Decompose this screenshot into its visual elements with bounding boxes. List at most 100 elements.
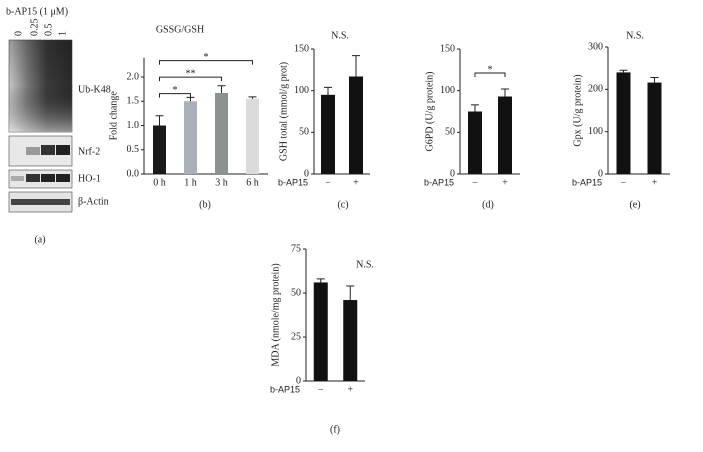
- error-bar: [186, 96, 195, 102]
- bar: [313, 282, 328, 381]
- panel-label: (d): [482, 199, 494, 210]
- x-axis-label: b-AP15: [572, 177, 602, 187]
- y-tick-label: 25: [291, 331, 301, 342]
- y-tick-label: 0.5: [127, 144, 140, 155]
- blot-band: [56, 145, 70, 155]
- x-tick-label: +: [502, 177, 508, 188]
- error-bar: [650, 76, 659, 83]
- chart-title: N.S.: [626, 30, 644, 41]
- blot-band: [11, 199, 70, 205]
- significance-label: *: [173, 85, 178, 96]
- panel-label: (c): [337, 199, 348, 210]
- x-tick-label: +: [652, 177, 658, 188]
- error-bar: [155, 115, 164, 126]
- significance-bracket: [474, 72, 506, 77]
- error-bar: [217, 85, 226, 94]
- bar: [468, 111, 482, 174]
- panel-label: (f): [330, 424, 340, 435]
- band-label: Nrf-2: [78, 146, 100, 157]
- y-tick-label: 1.5: [127, 96, 140, 107]
- y-axis-label: Fold change: [108, 91, 119, 141]
- y-tick-label: 0.0: [127, 168, 140, 179]
- significance-label: *: [204, 52, 209, 63]
- dose-label: 0: [13, 31, 24, 36]
- error-bar: [316, 278, 325, 283]
- blot-band: [41, 145, 55, 155]
- chart-title: GSSG/GSH: [156, 24, 204, 35]
- error-bar: [471, 104, 479, 112]
- bar: [215, 93, 228, 174]
- bar: [647, 82, 662, 174]
- blot-band: [56, 174, 70, 182]
- band-label: HO-1: [78, 173, 101, 184]
- significance-label: **: [186, 68, 196, 79]
- y-tick-label: 0: [304, 168, 309, 179]
- error-bar: [346, 285, 355, 301]
- error-bar: [619, 69, 628, 73]
- y-tick-label: 1.0: [127, 120, 140, 131]
- x-tick-label: +: [353, 177, 359, 188]
- blot-band: [26, 147, 40, 155]
- panel-label: (a): [34, 234, 45, 245]
- y-tick-label: 0: [450, 168, 455, 179]
- band-label: β-Actin: [78, 196, 109, 207]
- chart-title: N.S.: [356, 259, 374, 270]
- bar: [184, 101, 197, 174]
- y-tick-label: 100: [588, 126, 603, 137]
- dose-label: 0.25: [29, 19, 40, 37]
- blot-band: [11, 176, 24, 181]
- x-tick-label: −: [621, 177, 627, 188]
- bar: [616, 72, 631, 174]
- x-axis-label: b-AP15: [424, 177, 454, 187]
- bar: [246, 98, 259, 174]
- significance-bracket: [159, 60, 253, 65]
- chart-title: N.S.: [331, 30, 349, 41]
- treatment-label: b-AP15 (1 μM): [6, 6, 68, 17]
- y-tick-label: 75: [291, 243, 301, 254]
- x-tick-label: 0 h: [153, 177, 166, 188]
- y-tick-label: 100: [440, 85, 455, 96]
- x-tick-label: 3 h: [215, 177, 228, 188]
- error-bar: [501, 88, 509, 97]
- y-tick-label: 200: [588, 84, 603, 95]
- dose-label: 1: [57, 31, 68, 36]
- y-tick-label: 0: [598, 168, 603, 179]
- panel-label: (e): [629, 199, 640, 210]
- y-tick-label: 300: [588, 41, 603, 52]
- x-tick-label: −: [325, 177, 331, 188]
- significance-label: *: [488, 64, 493, 75]
- x-tick-label: −: [318, 384, 324, 395]
- error-bar: [352, 55, 360, 77]
- x-tick-label: 6 h: [246, 177, 259, 188]
- x-axis-label: b-AP15: [270, 384, 300, 394]
- y-tick-label: 150: [440, 43, 455, 54]
- x-tick-label: +: [347, 384, 353, 395]
- y-axis-label: G6PD (U/g protein): [424, 72, 435, 152]
- y-tick-label: 50: [299, 127, 309, 138]
- bar: [498, 96, 512, 174]
- dose-label: 0.5: [43, 24, 54, 37]
- bar: [321, 94, 335, 174]
- x-tick-label: 1 h: [184, 177, 197, 188]
- y-tick-label: 50: [291, 287, 301, 298]
- error-bar: [324, 86, 332, 95]
- y-axis-label: MDA (nmole/mg protein): [270, 263, 281, 366]
- y-tick-label: 150: [294, 43, 309, 54]
- blot: [8, 39, 73, 213]
- blot-band: [41, 174, 55, 182]
- y-tick-label: 2.0: [127, 71, 140, 82]
- panel-label: (b): [199, 199, 211, 210]
- bar: [153, 125, 166, 174]
- bar: [343, 300, 358, 381]
- blot-shade: [9, 40, 72, 132]
- x-axis-label: b-AP15: [278, 177, 308, 187]
- significance-bracket: [159, 76, 222, 82]
- significance-bracket: [159, 93, 191, 98]
- error-bar: [248, 96, 257, 99]
- band-label: Ub-K48: [78, 84, 111, 95]
- y-tick-label: 100: [294, 85, 309, 96]
- y-axis-label: Gpx (U/g protein): [572, 74, 583, 146]
- y-tick-label: 0: [296, 375, 301, 386]
- x-tick-label: −: [472, 177, 478, 188]
